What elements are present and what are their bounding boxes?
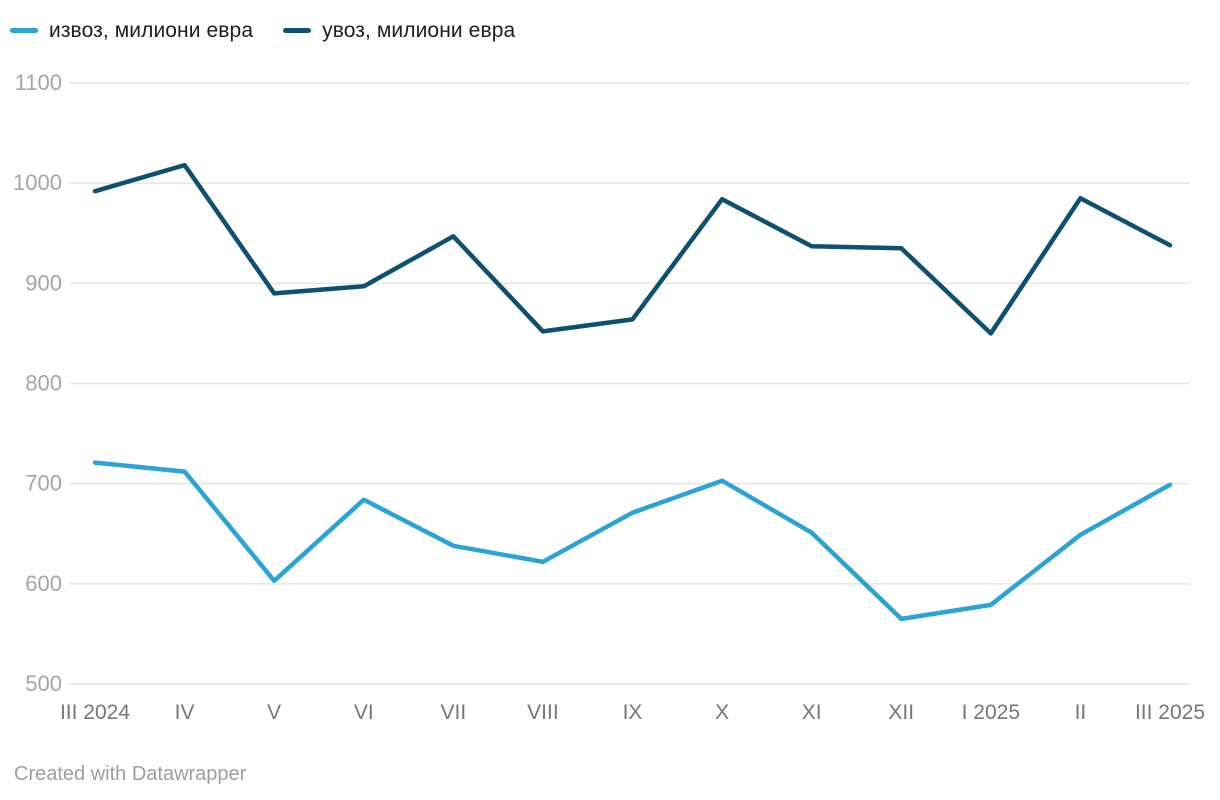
legend: извоз, милиони евра увоз, милиони евра <box>10 20 515 41</box>
series-line-1 <box>92 162 1173 336</box>
x-tick-label-4: VI <box>354 701 374 724</box>
x-tick-label-8: X <box>715 701 729 724</box>
x-tick-label-6: VIII <box>527 701 559 724</box>
series-line-0 <box>92 460 1173 622</box>
y-tick-label-600: 600 <box>25 571 62 596</box>
x-tick-label-7: IX <box>623 701 643 724</box>
y-tick-label-900: 900 <box>25 270 62 295</box>
legend-item-izvoz: извоз, милиони евра <box>10 20 253 41</box>
x-tick-label-10: XII <box>888 701 914 724</box>
x-tick-label-12: II <box>1075 701 1087 724</box>
x-tick-label-1: III 2024 <box>60 701 130 724</box>
x-tick-label-11: I 2025 <box>962 701 1020 724</box>
legend-item-uvoz: увоз, милиони евра <box>283 20 515 41</box>
legend-label-izvoz: извоз, милиони евра <box>49 19 254 42</box>
x-tick-label-13: III 2025 <box>1135 701 1205 724</box>
uvoz-line-swatch-icon <box>283 28 312 33</box>
y-tick-label-700: 700 <box>25 471 62 496</box>
x-tick-label-5: VII <box>440 701 466 724</box>
y-tick-label-500: 500 <box>25 671 62 696</box>
datawrapper-credit: Created with Datawrapper <box>14 763 247 785</box>
x-tick-label-3: V <box>267 701 281 724</box>
x-tick-label-9: XI <box>802 701 822 724</box>
y-tick-label-1100: 1100 <box>15 70 62 95</box>
y-tick-label-1000: 1000 <box>13 170 62 195</box>
legend-label-uvoz: увоз, милиони евра <box>322 19 516 42</box>
y-tick-label-800: 800 <box>25 371 62 396</box>
x-tick-label-2: IV <box>175 701 195 724</box>
izvoz-line-swatch-icon <box>10 28 38 33</box>
